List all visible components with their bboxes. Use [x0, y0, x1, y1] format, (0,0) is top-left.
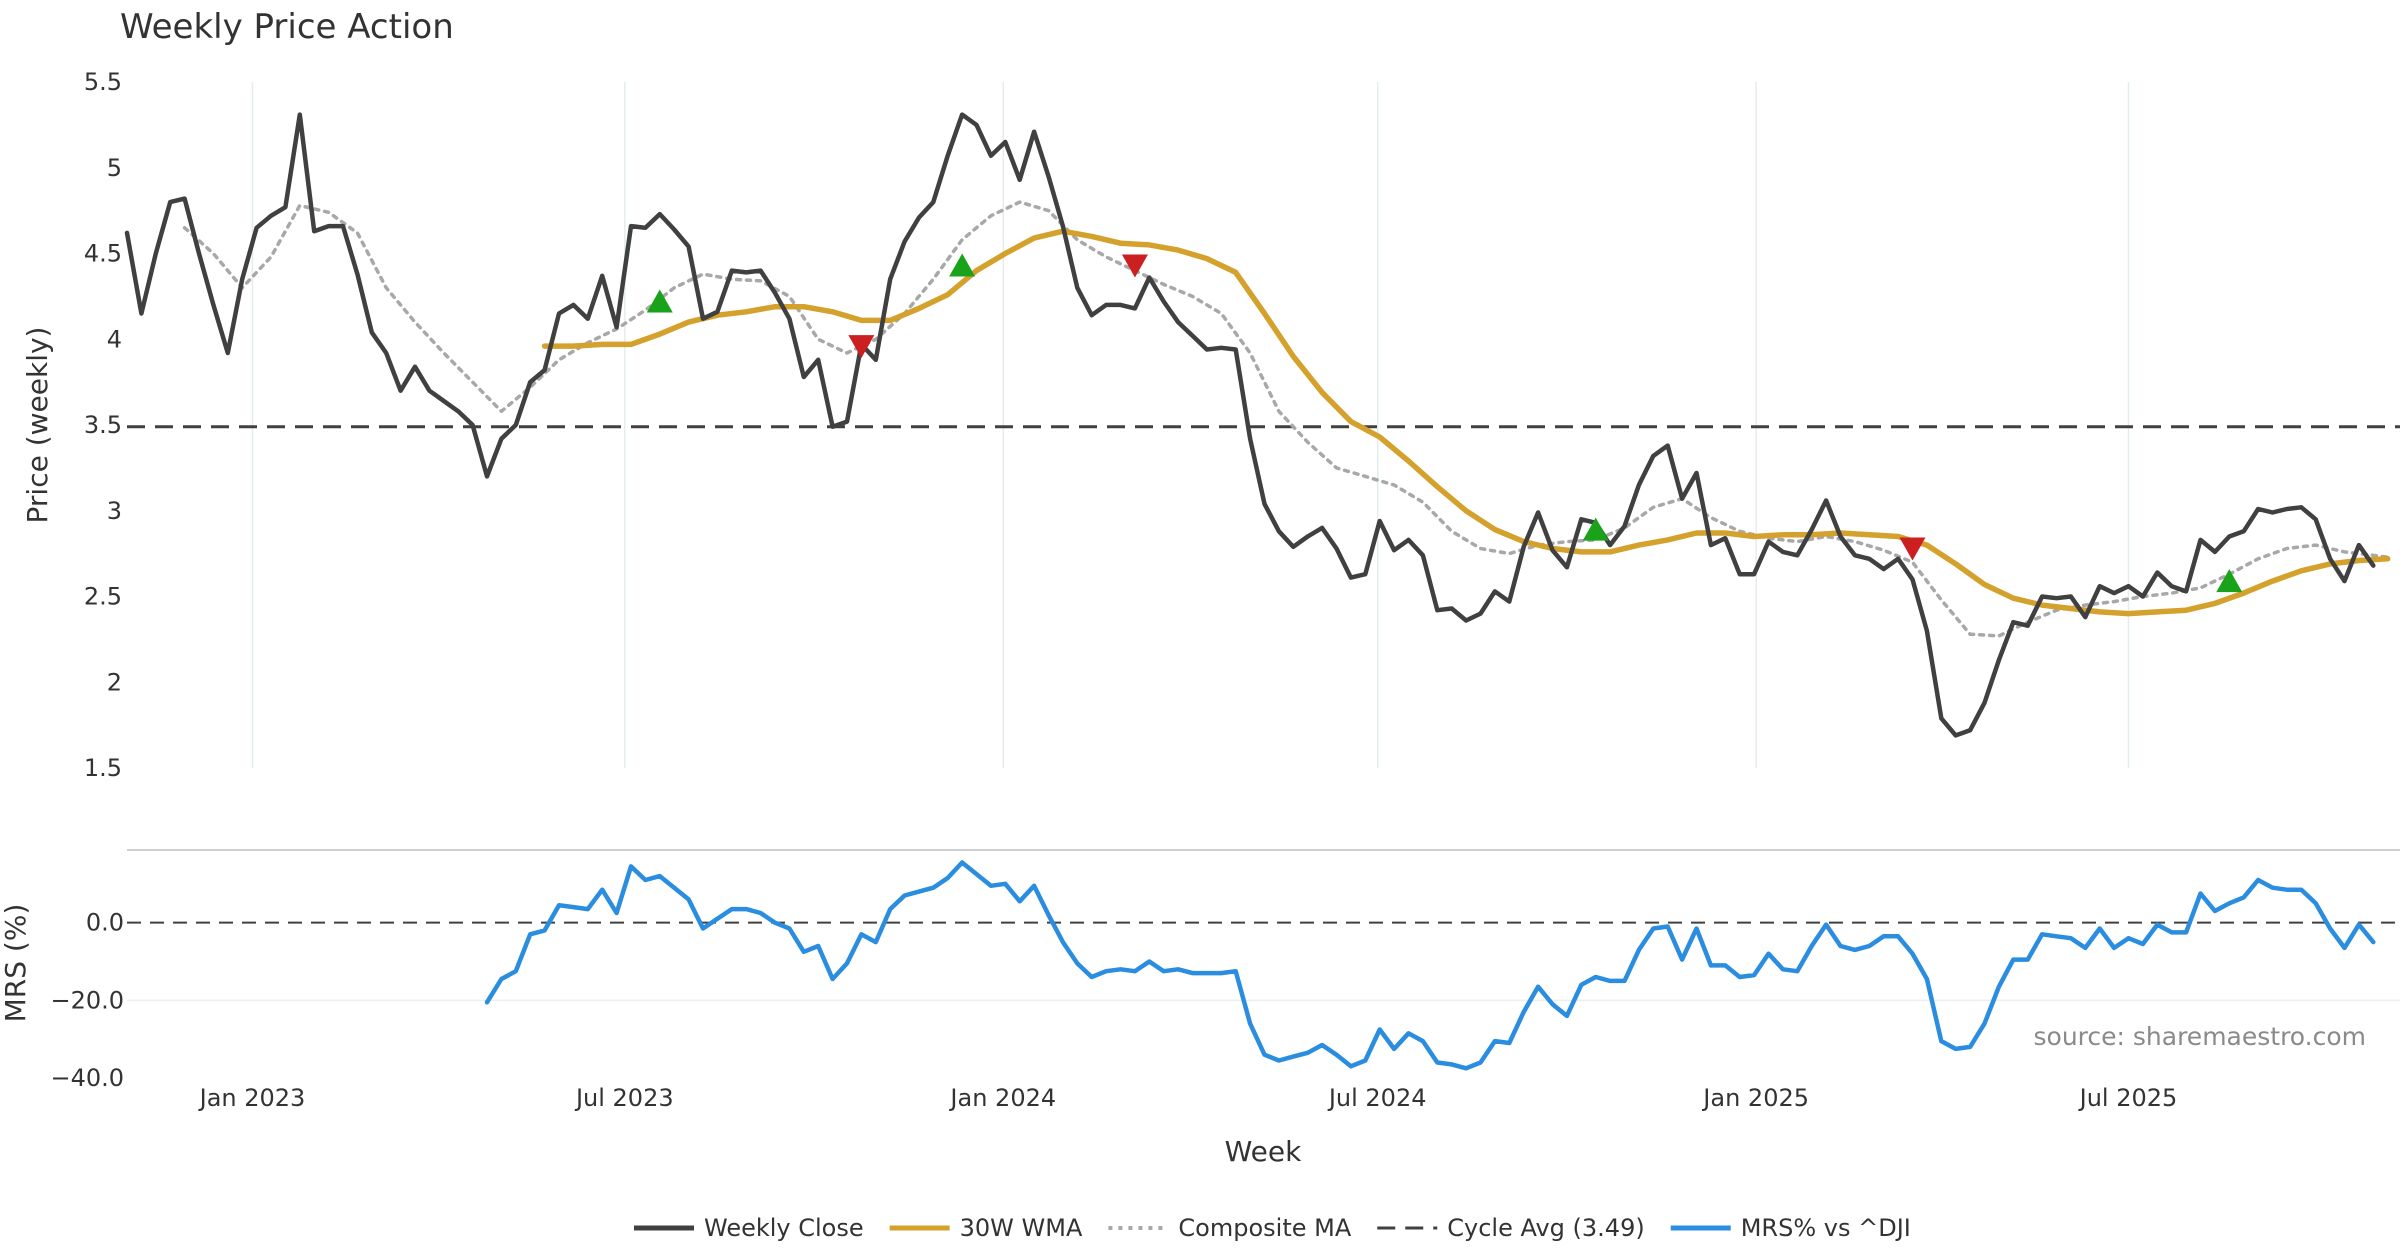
price-y-ticks: 1.5 2 2.5 3 3.5 4 4.5 5 5.5: [84, 68, 122, 782]
sell-signal-1: [1121, 254, 1148, 278]
composite-ma-line: [182, 200, 2390, 638]
mrs-line: [484, 860, 2376, 1071]
price-y-tick-0: 1.5: [84, 754, 122, 782]
price-axis-label: Price (weekly): [21, 327, 54, 524]
legend-label-2: Composite MA: [1178, 1214, 1351, 1242]
sell-signal-2: [1899, 537, 1926, 561]
mrs-y-tick-2: −40.0: [50, 1064, 124, 1092]
mrs-y-ticks: 0.0 −20.0 −40.0: [50, 909, 124, 1092]
source-credit: source: sharemaestro.com: [2034, 1022, 2367, 1051]
x-tick-label-2: Jan 2024: [948, 1084, 1056, 1112]
price-series-group: [124, 112, 2391, 738]
legend: Weekly Close 30W WMA Composite MA Cycle Avg…: [634, 1214, 1911, 1242]
legend-label-4: MRS% vs ^DJI: [1741, 1214, 1911, 1242]
buy-signal-0: [646, 289, 673, 313]
legend-label-0: Weekly Close: [704, 1214, 864, 1242]
x-tick-label-5: Jul 2025: [2078, 1084, 2178, 1112]
x-tick-label-3: Jul 2024: [1327, 1084, 1427, 1112]
price-y-tick-4: 3.5: [84, 411, 122, 439]
x-tick-label-1: Jul 2023: [574, 1084, 674, 1112]
weekly-close-line: [124, 112, 2376, 738]
legend-label-1: 30W WMA: [960, 1214, 1083, 1242]
sell-signal-0: [848, 335, 875, 359]
price-y-tick-8: 5.5: [84, 68, 122, 96]
price-y-tick-1: 2: [107, 668, 122, 696]
price-grid: [127, 82, 2400, 768]
mrs-grid: [127, 921, 2400, 1002]
x-tick-label-0: Jan 2023: [198, 1084, 306, 1112]
wma-30w-line: [541, 228, 2391, 617]
price-y-tick-6: 4.5: [84, 240, 122, 268]
price-y-tick-2: 2.5: [84, 583, 122, 611]
mrs-series-group: [484, 860, 2376, 1071]
price-y-tick-7: 5: [107, 154, 122, 182]
signal-markers: [646, 253, 2243, 593]
x-ticks: Jan 2023 Jul 2023 Jan 2024 Jul 2024 Jan 2025…: [198, 1084, 2178, 1112]
buy-signal-1: [949, 253, 976, 277]
mrs-y-tick-0: 0.0: [86, 909, 124, 937]
mrs-axis-label: MRS (%): [0, 904, 32, 1023]
legend-label-3: Cycle Avg (3.49): [1447, 1214, 1644, 1242]
x-axis-label: Week: [1225, 1135, 1302, 1168]
buy-signal-3: [2216, 569, 2243, 593]
x-tick-label-4: Jan 2025: [1701, 1084, 1809, 1112]
price-y-tick-3: 3: [107, 497, 122, 525]
price-y-tick-5: 4: [107, 325, 122, 353]
chart-title: Weekly Price Action: [120, 7, 454, 47]
buy-signal-2: [1582, 517, 1609, 541]
mrs-y-tick-1: −20.0: [50, 986, 124, 1014]
